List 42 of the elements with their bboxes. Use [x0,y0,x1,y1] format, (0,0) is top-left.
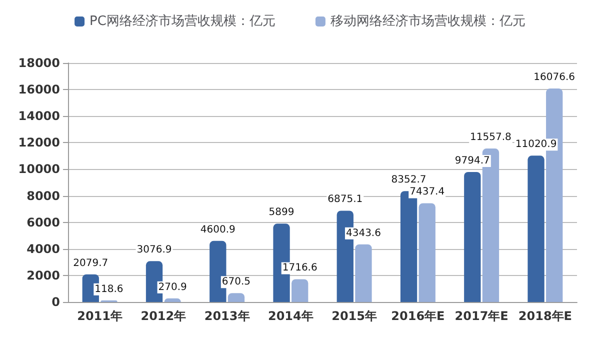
data-label: 1716.6 [282,262,318,274]
x-tick-label: 2015年 [332,309,378,323]
data-label: 4600.9 [200,224,236,236]
y-tick-label: 0 [52,295,60,309]
data-label: 11020.9 [515,139,557,150]
x-tick-label: 2012年 [140,309,186,323]
data-label: 4343.6 [346,228,381,239]
data-label: 5899 [268,207,294,218]
y-tick-label: 2000 [26,268,60,282]
data-label: 670.5 [222,276,251,288]
bar [228,293,245,302]
y-tick-label: 4000 [26,242,60,256]
data-label: 11557.8 [470,132,512,144]
x-tick-label: 2014年 [268,309,314,323]
bar [418,203,436,302]
y-tick-label: 18000 [18,56,60,70]
y-tick-label: 16000 [18,82,60,97]
data-label: 16076.6 [534,72,576,84]
bar [355,244,372,302]
bar [528,156,544,302]
y-tick-label: 8000 [26,188,60,203]
y-tick-label: 10000 [18,162,60,176]
x-tick-label: 2013年 [204,309,250,323]
x-tick-label: 2016年E [391,309,445,323]
data-label: 9794.7 [454,155,490,166]
y-tick-label: 6000 [26,215,60,230]
data-label: 2079.7 [73,258,108,269]
x-tick-label: 2011年 [77,309,123,323]
data-label: 8352.7 [391,174,426,186]
data-label: 118.6 [94,284,124,295]
data-label: 6875.1 [328,194,363,206]
x-tick-label: 2018年E [518,309,572,323]
data-label: 3076.9 [136,244,172,256]
y-tick-label: 14000 [18,109,60,124]
y-tick-label: 12000 [18,136,60,150]
legend-label: PC网络经济市场营收规模：亿元 [90,14,276,29]
bar [464,172,481,302]
legend-label: 移动网络经济市场营收规模：亿元 [330,14,526,29]
data-label: 270.9 [158,282,187,293]
x-tick-label: 2017年E [454,309,508,323]
bar [292,279,308,302]
data-label: 7437.4 [410,186,445,198]
